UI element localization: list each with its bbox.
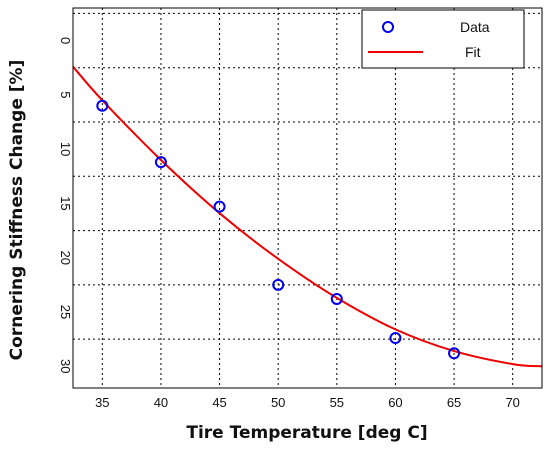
plot-area-background — [73, 8, 542, 388]
data-point — [330, 292, 343, 305]
data-point — [154, 156, 167, 169]
fit-layer — [72, 65, 543, 368]
y-tick-label: 20 — [58, 250, 73, 264]
y-tick-labels: 0 5 10 15 20 25 30 — [58, 37, 73, 374]
data-layer — [96, 99, 461, 360]
x-tick-label: 65 — [447, 395, 461, 410]
y-axis-title: Cornering Stiffness Change [%] — [7, 60, 27, 361]
data-point — [96, 99, 109, 112]
legend: Data Fit — [361, 9, 525, 69]
x-tick-labels: 35 40 45 50 55 60 65 70 — [95, 395, 520, 410]
data-point — [448, 347, 461, 360]
x-tick-label: 50 — [271, 395, 285, 410]
data-point — [213, 200, 226, 213]
y-tick-label: 15 — [58, 196, 73, 210]
y-tick-label: 30 — [58, 359, 73, 373]
plot-area-border — [72, 7, 543, 389]
y-tick-label: 10 — [58, 142, 73, 156]
x-tick-label: 55 — [330, 395, 344, 410]
fit-line — [72, 65, 543, 368]
legend-box — [361, 9, 525, 69]
y-tick-label: 0 — [58, 37, 73, 44]
legend-data-marker — [382, 21, 394, 33]
x-tick-label: 45 — [212, 395, 226, 410]
y-tick-label: 25 — [58, 305, 73, 319]
legend-data-label: Data — [460, 19, 490, 35]
x-tick-label: 60 — [388, 395, 402, 410]
data-point — [389, 332, 402, 345]
x-tick-label: 35 — [95, 395, 109, 410]
x-axis-title: Tire Temperature [deg C] — [186, 423, 427, 443]
legend-fit-label: Fit — [465, 44, 481, 60]
y-tick-label: 5 — [58, 91, 73, 98]
x-tick-label: 40 — [154, 395, 168, 410]
data-point — [272, 278, 285, 291]
x-tick-label: 70 — [505, 395, 519, 410]
